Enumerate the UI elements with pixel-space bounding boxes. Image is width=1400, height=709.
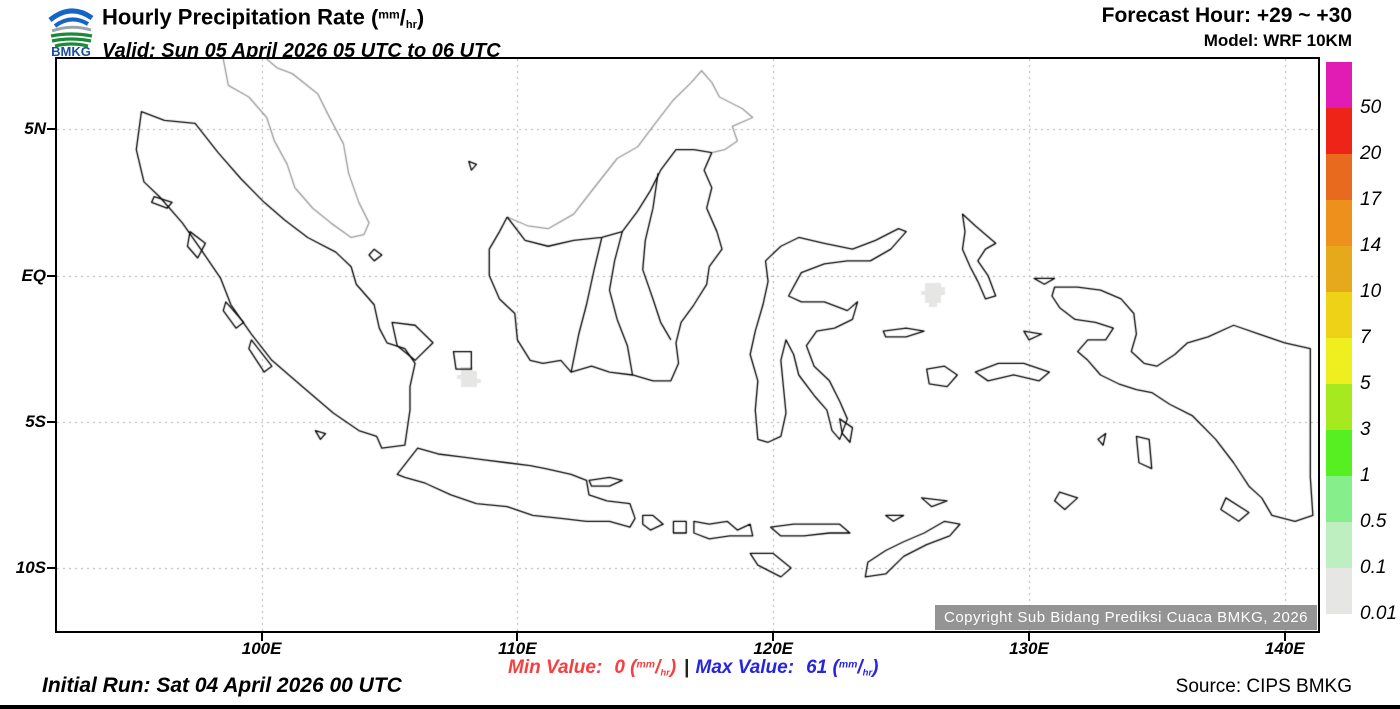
unit-slash: /	[655, 657, 661, 678]
initial-run-text: Initial Run: Sat 04 April 2026 00 UTC	[42, 674, 402, 697]
min-unit: (mm/hr)	[630, 657, 676, 678]
legend-label: 10	[1360, 281, 1382, 302]
logo-wave-2	[51, 37, 92, 43]
unit-open: (	[832, 657, 839, 678]
y-axis-tick-label: EQ	[21, 265, 46, 285]
precipitation-map-canvas	[57, 59, 1318, 631]
unit-slash: /	[399, 4, 406, 30]
legend-label: 17	[1360, 189, 1382, 210]
legend-label: 50	[1360, 97, 1382, 118]
y-axis-tick-label: 5S	[25, 411, 46, 431]
header-right-block: Forecast Hour: +29 ~ +30 Model: WRF 10KM	[1102, 2, 1352, 53]
legend-label: 5	[1360, 373, 1371, 394]
legend-swatch	[1326, 430, 1352, 476]
y-axis-tick-label: 5N	[24, 119, 46, 139]
unit-denominator: hr	[405, 18, 417, 31]
bmkg-logo: BMKG	[48, 8, 94, 57]
legend-label: 20	[1360, 143, 1382, 164]
legend-swatch	[1326, 200, 1352, 246]
x-axis-tick-mark	[516, 633, 519, 641]
legend-label: 0.5	[1360, 511, 1387, 532]
bottom-border-bar	[0, 705, 1400, 709]
unit-close: )	[872, 657, 879, 678]
unit-close: )	[416, 4, 425, 30]
unit-open: (	[370, 4, 379, 30]
x-axis-tick-label: 140E	[1264, 639, 1305, 658]
logo-text: BMKG	[51, 44, 91, 57]
minmax-line: Min Value: 0 (mm/hr) | Max Value: 61 (mm/hr)	[508, 657, 878, 679]
x-axis-tick-mark	[260, 633, 263, 641]
x-axis-tick-label: 120E	[753, 639, 794, 658]
copyright-watermark: Copyright Sub Bidang Prediksi Cuaca BMKG…	[934, 605, 1317, 630]
x-axis-tick-label: 130E	[1009, 639, 1049, 658]
y-axis-tick-label: 10S	[15, 558, 46, 578]
x-axis-tick-mark	[1027, 633, 1030, 641]
legend-swatch	[1326, 476, 1352, 522]
map-frame: Copyright Sub Bidang Prediksi Cuaca BMKG…	[55, 57, 1320, 633]
source-text: Source: CIPS BMKG	[1175, 676, 1352, 697]
max-value: 61	[806, 657, 828, 678]
unit-numerator: mm	[636, 659, 656, 671]
min-label: Min Value:	[508, 657, 603, 678]
legend-label: 0.1	[1360, 557, 1387, 578]
legend-swatch	[1326, 522, 1352, 568]
x-axis-tick-mark	[1283, 633, 1286, 641]
legend-label: 1	[1360, 465, 1371, 486]
y-axis-tick-mark	[47, 128, 55, 131]
logo-wave-3	[54, 42, 89, 48]
logo-wave-1	[50, 32, 93, 38]
title-text: Hourly Precipitation Rate	[102, 4, 371, 30]
legend-swatch	[1326, 62, 1352, 108]
unit-close: )	[669, 657, 677, 678]
y-axis-tick-mark	[47, 274, 55, 277]
x-axis-tick-label: 110E	[498, 639, 537, 658]
legend-swatch	[1326, 246, 1352, 292]
valid-time-text: Valid: Sun 05 April 2026 05 UTC to 06 UT…	[102, 40, 501, 63]
max-label: Max Value:	[695, 657, 795, 678]
logo-cloud-stroke	[48, 8, 94, 23]
legend-swatch	[1326, 384, 1352, 430]
min-value: 0	[614, 657, 625, 678]
legend-label: 0.01	[1360, 603, 1397, 624]
legend-label: 3	[1360, 419, 1371, 440]
max-unit: (mm/hr)	[832, 657, 878, 678]
minmax-separator: |	[684, 657, 690, 678]
unit-denominator: hr	[660, 667, 670, 679]
legend-swatch	[1326, 108, 1352, 154]
logo-cloud-stroke-2	[53, 17, 90, 28]
logo-gray-stroke	[51, 25, 92, 33]
x-axis-tick-label: 100E	[241, 639, 282, 658]
unit-numerator: mm	[378, 7, 400, 21]
header-title-block: Hourly Precipitation Rate (mm/hr) Valid:…	[102, 0, 501, 64]
page-title: Hourly Precipitation Rate (mm/hr)	[102, 0, 501, 38]
y-axis-tick-mark	[47, 420, 55, 423]
unit-numerator: mm	[838, 659, 858, 671]
unit-slash: /	[857, 657, 863, 678]
legend-label: 7	[1360, 327, 1371, 348]
unit-denominator: hr	[862, 667, 873, 679]
min-value-text: Min Value: 0 (mm/hr)	[508, 657, 676, 678]
legend-swatch	[1326, 292, 1352, 338]
legend-swatch	[1326, 338, 1352, 384]
legend-swatch	[1326, 568, 1352, 614]
x-axis-tick-mark	[772, 633, 775, 641]
model-name-text: Model: WRF 10KM	[1203, 31, 1352, 50]
unit-open: (	[630, 657, 637, 678]
max-value-text: Max Value: 61 (mm/hr)	[696, 657, 879, 678]
legend-swatch	[1326, 154, 1352, 200]
y-axis-tick-mark	[47, 567, 55, 570]
forecast-hour-text: Forecast Hour: +29 ~ +30	[1101, 4, 1352, 27]
title-unit: (mm/hr)	[370, 4, 425, 31]
legend-label: 14	[1360, 235, 1382, 256]
